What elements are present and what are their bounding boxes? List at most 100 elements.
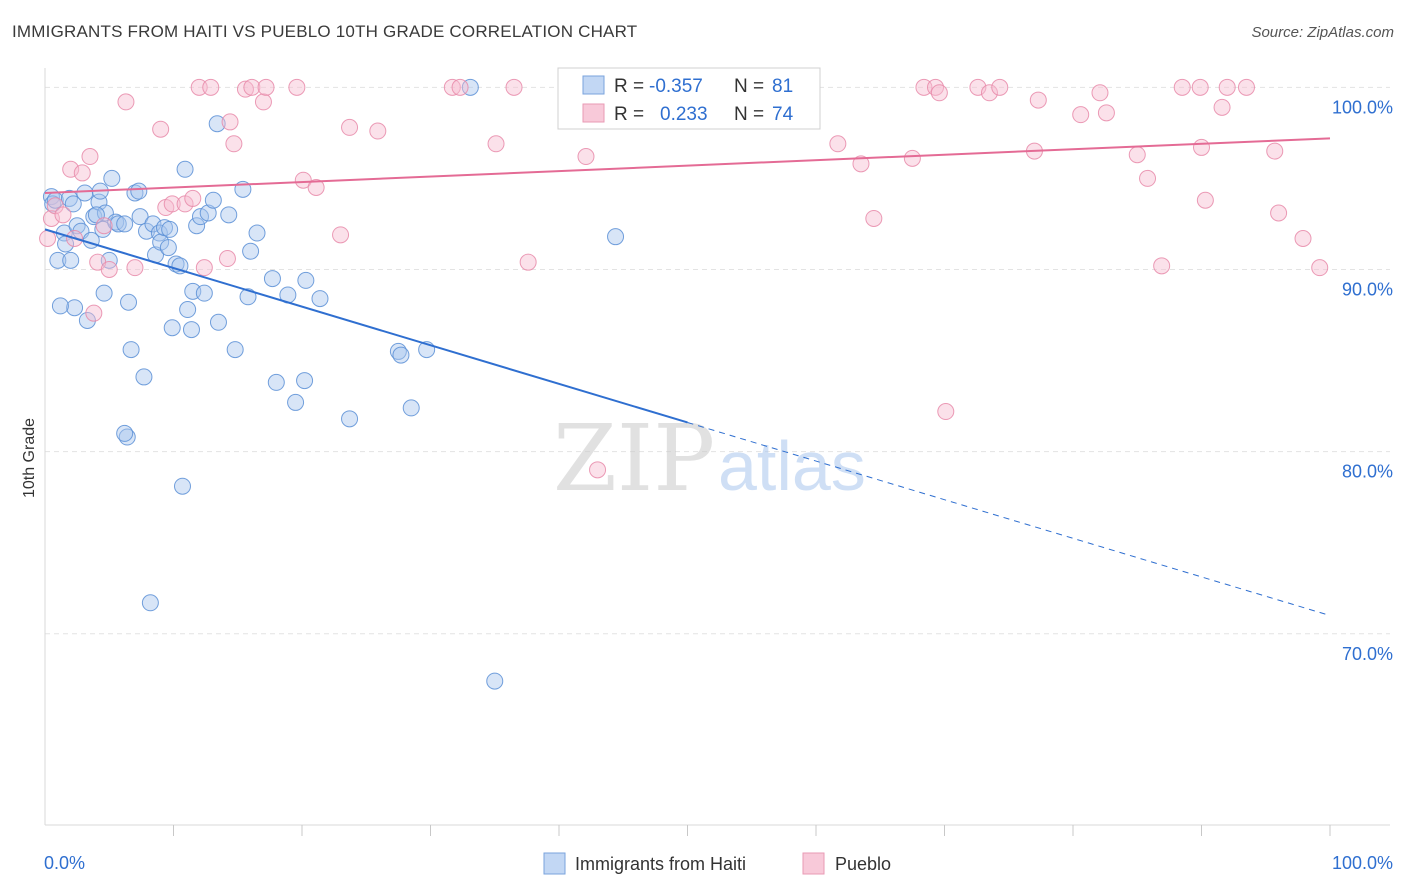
- haiti-point: [607, 228, 625, 246]
- bottom-legend-swatch-pueblo: [802, 852, 825, 875]
- haiti-point: [141, 594, 159, 612]
- haiti-point: [311, 290, 329, 308]
- pueblo-point: [1213, 98, 1231, 116]
- haiti-point: [103, 169, 121, 187]
- pueblo-point: [1029, 91, 1047, 109]
- bottom-legend: Immigrants from Haiti Pueblo: [543, 852, 891, 875]
- y-tick-label: 80.0%: [1342, 462, 1393, 482]
- pueblo-point: [930, 84, 948, 102]
- haiti-point: [182, 321, 200, 339]
- haiti-point: [131, 208, 149, 226]
- bottom-legend-label-haiti: Immigrants from Haiti: [575, 854, 746, 874]
- pueblo-point: [225, 135, 243, 153]
- pueblo-point: [117, 93, 135, 111]
- pueblo-point: [1139, 169, 1157, 187]
- pueblo-point: [152, 120, 170, 138]
- haiti-point: [62, 251, 80, 269]
- haiti-point: [402, 399, 420, 417]
- pueblo-point: [236, 80, 254, 98]
- pueblo-point: [519, 253, 537, 271]
- pueblo-point: [505, 78, 523, 96]
- haiti-point: [171, 257, 189, 275]
- pueblo-point: [852, 155, 870, 173]
- pueblo-point: [184, 189, 202, 207]
- pueblo-point: [589, 461, 607, 479]
- haiti-point: [138, 222, 156, 240]
- haiti-point: [90, 193, 108, 211]
- x-tick-label-max: 100.0%: [1332, 853, 1393, 873]
- pueblo-point: [903, 149, 921, 167]
- series-haiti-points: [42, 78, 625, 690]
- haiti-point: [173, 477, 191, 495]
- haiti-point: [242, 242, 260, 260]
- pueblo-point: [1097, 104, 1115, 122]
- pueblo-point: [937, 403, 955, 421]
- pueblo-point: [218, 250, 236, 268]
- haiti-point: [461, 78, 479, 96]
- haiti-point: [263, 270, 281, 288]
- haiti-point: [195, 284, 213, 302]
- pueblo-point: [1153, 257, 1171, 275]
- pueblo-point: [1196, 191, 1214, 209]
- y-tick-labels: 70.0% 80.0% 90.0% 100.0%: [1332, 97, 1393, 663]
- pueblo-point: [451, 78, 469, 96]
- chart-title: IMMIGRANTS FROM HAITI VS PUEBLO 10TH GRA…: [12, 22, 638, 41]
- pueblo-point: [100, 260, 118, 278]
- pueblo-point: [1270, 204, 1288, 222]
- pueblo-point: [288, 78, 306, 96]
- bottom-legend-label-pueblo: Pueblo: [835, 854, 891, 874]
- haiti-point: [220, 206, 238, 224]
- haiti-point: [116, 215, 134, 233]
- legend-n-label-pueblo: N =: [734, 104, 764, 125]
- haiti-point: [486, 672, 504, 690]
- haiti-point: [120, 293, 138, 311]
- axes: [44, 68, 1390, 836]
- pueblo-point: [1091, 84, 1109, 102]
- pueblo-point: [1072, 106, 1090, 124]
- pueblo-point: [865, 209, 883, 227]
- haiti-point: [161, 220, 179, 238]
- haiti-point: [179, 301, 197, 319]
- trend-lines: [44, 137, 1331, 617]
- pueblo-point: [1311, 259, 1329, 277]
- pueblo-point: [1191, 78, 1209, 96]
- pueblo-point: [577, 148, 595, 166]
- haiti-point: [296, 372, 314, 390]
- pueblo-point: [1237, 78, 1255, 96]
- pueblo-point: [81, 148, 99, 166]
- legend-r-label-haiti: R =: [614, 76, 644, 97]
- haiti-point: [66, 299, 84, 317]
- bottom-legend-swatch-haiti: [543, 852, 566, 875]
- haiti-point: [239, 288, 257, 306]
- pueblo-point: [257, 78, 275, 96]
- legend-n-label-haiti: N =: [734, 76, 764, 97]
- x-tick-label-min: 0.0%: [44, 853, 85, 873]
- pueblo-point: [1294, 230, 1312, 247]
- pueblo-point: [54, 206, 72, 224]
- haiti-point: [130, 182, 148, 200]
- y-tick-label: 90.0%: [1342, 279, 1393, 299]
- legend-swatch-pueblo: [582, 103, 605, 123]
- pueblo-point: [487, 135, 505, 153]
- haiti-point: [176, 160, 194, 178]
- pueblo-point: [243, 78, 261, 96]
- x-tick-labels: 0.0% 100.0%: [44, 853, 1393, 873]
- pueblo-point: [221, 113, 239, 131]
- pueblo-point: [85, 304, 103, 322]
- pueblo-trend-line: [44, 137, 1331, 194]
- pueblo-point: [202, 78, 220, 96]
- pueblo-point: [369, 122, 387, 140]
- pueblo-point: [915, 78, 933, 96]
- legend-r-label-pueblo: R =: [614, 104, 644, 125]
- pueblo-point: [829, 135, 847, 153]
- pueblo-point: [1128, 146, 1146, 164]
- source-label: Source: ZipAtlas.com: [1251, 24, 1394, 41]
- pueblo-point: [39, 230, 57, 247]
- haiti-point: [116, 424, 134, 442]
- y-tick-label: 70.0%: [1342, 644, 1393, 664]
- watermark-atlas: atlas: [718, 427, 866, 505]
- haiti-trend-line-extrapolated: [687, 421, 1331, 617]
- pueblo-point: [341, 118, 359, 136]
- haiti-point: [204, 191, 222, 209]
- grid-lines: [45, 86, 1390, 635]
